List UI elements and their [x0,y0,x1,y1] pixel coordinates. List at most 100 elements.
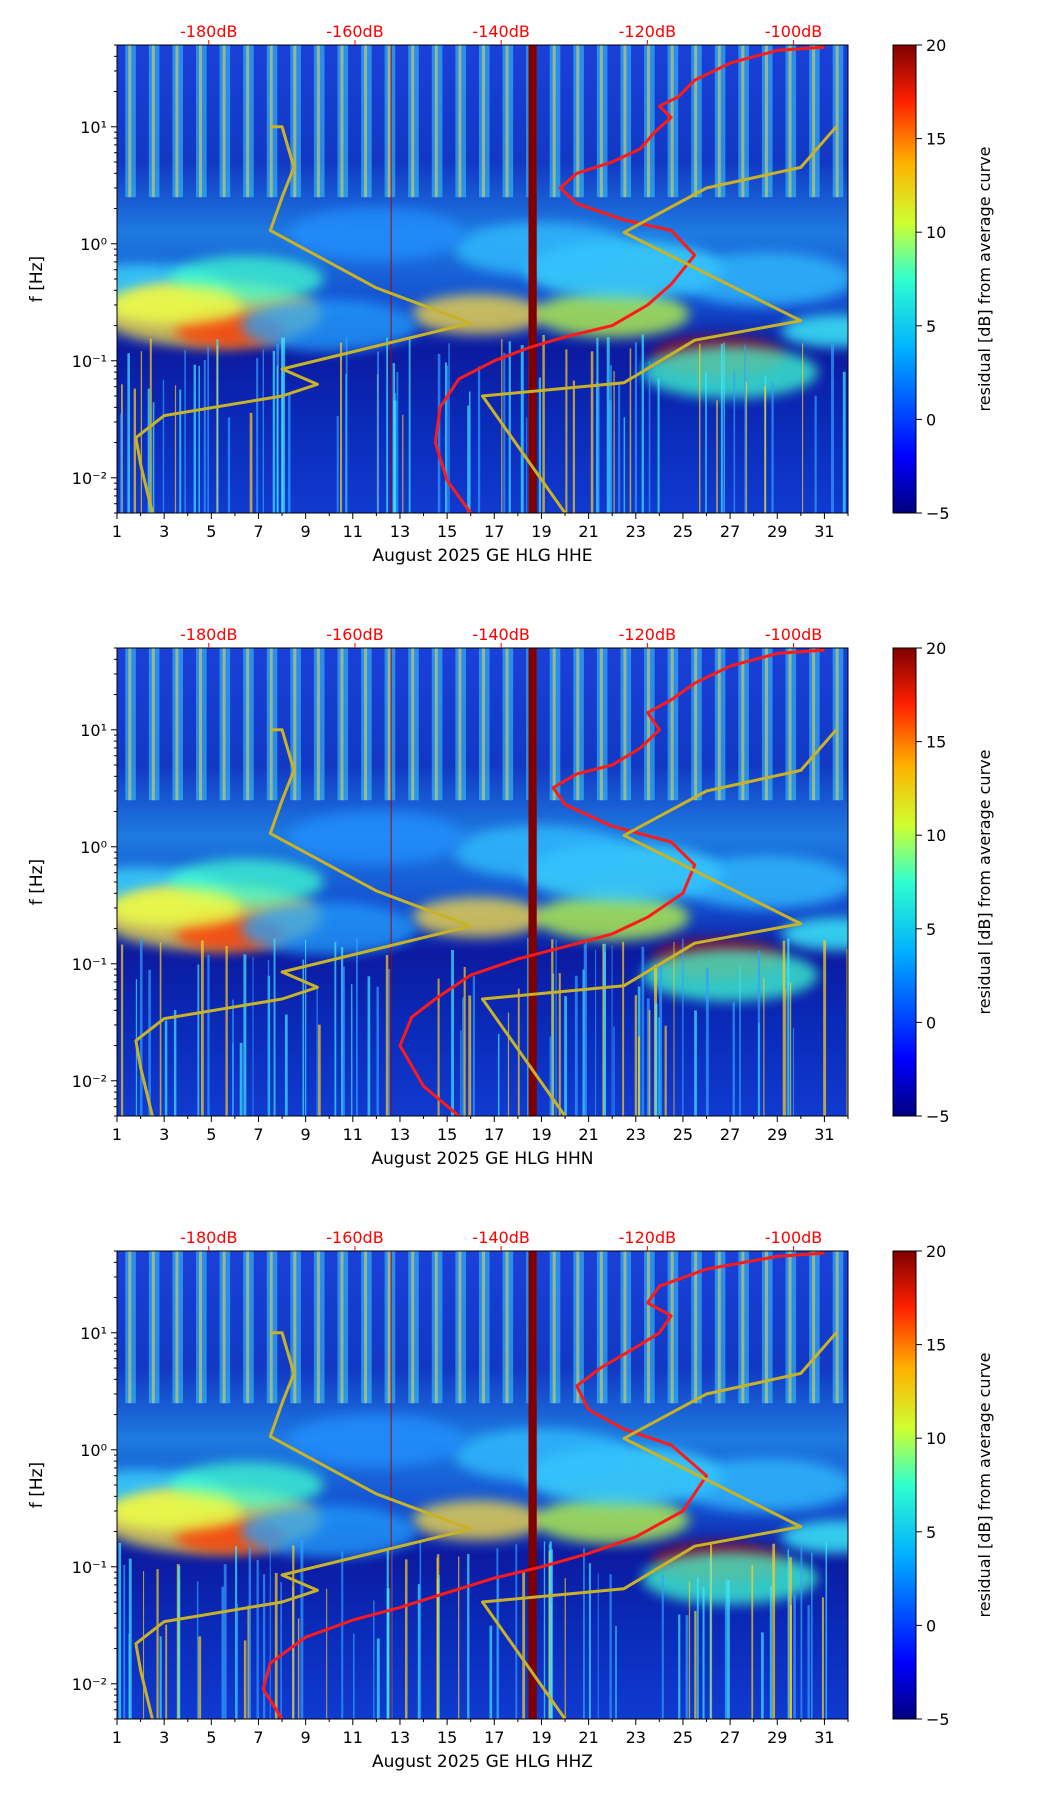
daily-streak-core [222,648,226,801]
top-db-label: -180dB [180,1228,237,1247]
transient-spike [585,939,587,1116]
transient-spike [764,386,767,513]
daily-streak-core [340,648,344,801]
daily-streak-core [835,1251,839,1404]
daily-streak-core [788,1251,792,1404]
daily-streak-core [246,45,250,198]
daily-streak-core [434,45,438,198]
transient-spike [520,345,524,513]
transient-spike [203,360,206,513]
daily-streak-core [741,648,745,801]
daily-streak-core [576,1251,580,1404]
x-tick-label: 17 [484,1125,504,1144]
transient-spike [387,968,390,1116]
series-line-1 [433,45,825,513]
transient-spike [164,1020,168,1116]
daily-streak-core [481,1251,485,1404]
daily-streak-core [764,648,768,801]
transient-spike [376,986,379,1116]
energy-blob [411,1500,544,1541]
transient-spike [243,1640,247,1719]
transient-spike [548,1550,551,1719]
transient-spike [543,1541,546,1719]
transient-spike [232,999,234,1116]
daily-streak-core [387,648,391,801]
transient-spike [623,417,626,513]
transient-spike [193,364,197,513]
transient-spike [629,348,632,513]
transient-spike [341,1551,344,1719]
energy-blob [411,294,544,335]
top-db-label: -100dB [765,22,822,41]
x-tick-label: 15 [437,1125,457,1144]
transient-spike [139,938,143,1116]
x-tick-label: 1 [112,1125,122,1144]
daily-streak-core [576,45,580,198]
transient-spike [723,342,725,513]
colorbar-label: residual [dB] from average curve [975,750,994,1015]
colorbar-tick-label: 5 [926,920,936,939]
transient-spike [702,1586,705,1719]
y-tick-label: 10⁰ [80,235,107,254]
colorbar-tick-label: 15 [926,733,946,752]
energy-blob [411,897,544,938]
top-db-label: -120dB [619,1228,676,1247]
x-tick-label: 29 [767,1728,787,1747]
transient-spike [842,371,846,513]
top-db-label: -180dB [180,625,237,644]
transient-spike [831,344,834,513]
transient-spike [757,950,761,1116]
top-db-label: -120dB [619,22,676,41]
data-gap-bar [528,45,537,513]
colorbar-tick-label: 15 [926,1336,946,1355]
colorbar-tick-label: −5 [926,504,950,523]
transient-spike [802,343,804,513]
x-tick-label: 17 [484,522,504,541]
transient-spike [694,1610,697,1719]
daily-streak-core [812,1251,816,1404]
transient-spike [438,1575,440,1719]
transient-spike [782,940,786,1116]
colorbar [892,1250,917,1720]
daily-streak-core [599,1251,603,1404]
energy-blob [535,1497,690,1544]
transient-spike [538,377,541,513]
colorbar-tick-label: 10 [926,1429,946,1448]
top-db-label: -180dB [180,22,237,41]
transient-spike [641,946,645,1116]
transient-spike [497,1033,500,1116]
x-tick-label: 19 [531,522,551,541]
transient-spike [451,949,454,1116]
colorbar-tick-label: −5 [926,1107,950,1126]
daily-streak-core [364,1251,368,1404]
transient-spike [641,334,644,513]
transient-spike [235,1603,239,1719]
daily-streak-core [717,45,721,198]
transient-spike [177,1565,181,1719]
transient-spike [468,995,472,1116]
daily-streak-core [505,45,509,198]
daily-streak-core [364,648,368,801]
daily-streak-core [128,45,132,198]
gap-line [390,45,392,513]
transient-spike [615,1626,617,1719]
daily-streak-core [623,45,627,198]
daily-streak-core [269,648,273,801]
transient-spike [184,349,186,513]
transient-spike [417,1584,421,1719]
transient-spike [709,1556,712,1719]
x-tick-label: 27 [720,1125,740,1144]
transient-spike [447,365,449,513]
series-line-2 [134,1331,838,1719]
transient-spike [606,337,610,513]
transient-spike [846,948,848,1116]
energy-blob [241,1505,418,1558]
x-tick-label: 23 [626,522,646,541]
daily-streak-core [411,648,415,801]
daily-streak-core [741,45,745,198]
transient-spike [646,998,650,1116]
daily-streak-core [458,45,462,198]
daily-streak-core [576,648,580,801]
daily-streak-core [222,45,226,198]
transient-spike [661,1574,664,1719]
